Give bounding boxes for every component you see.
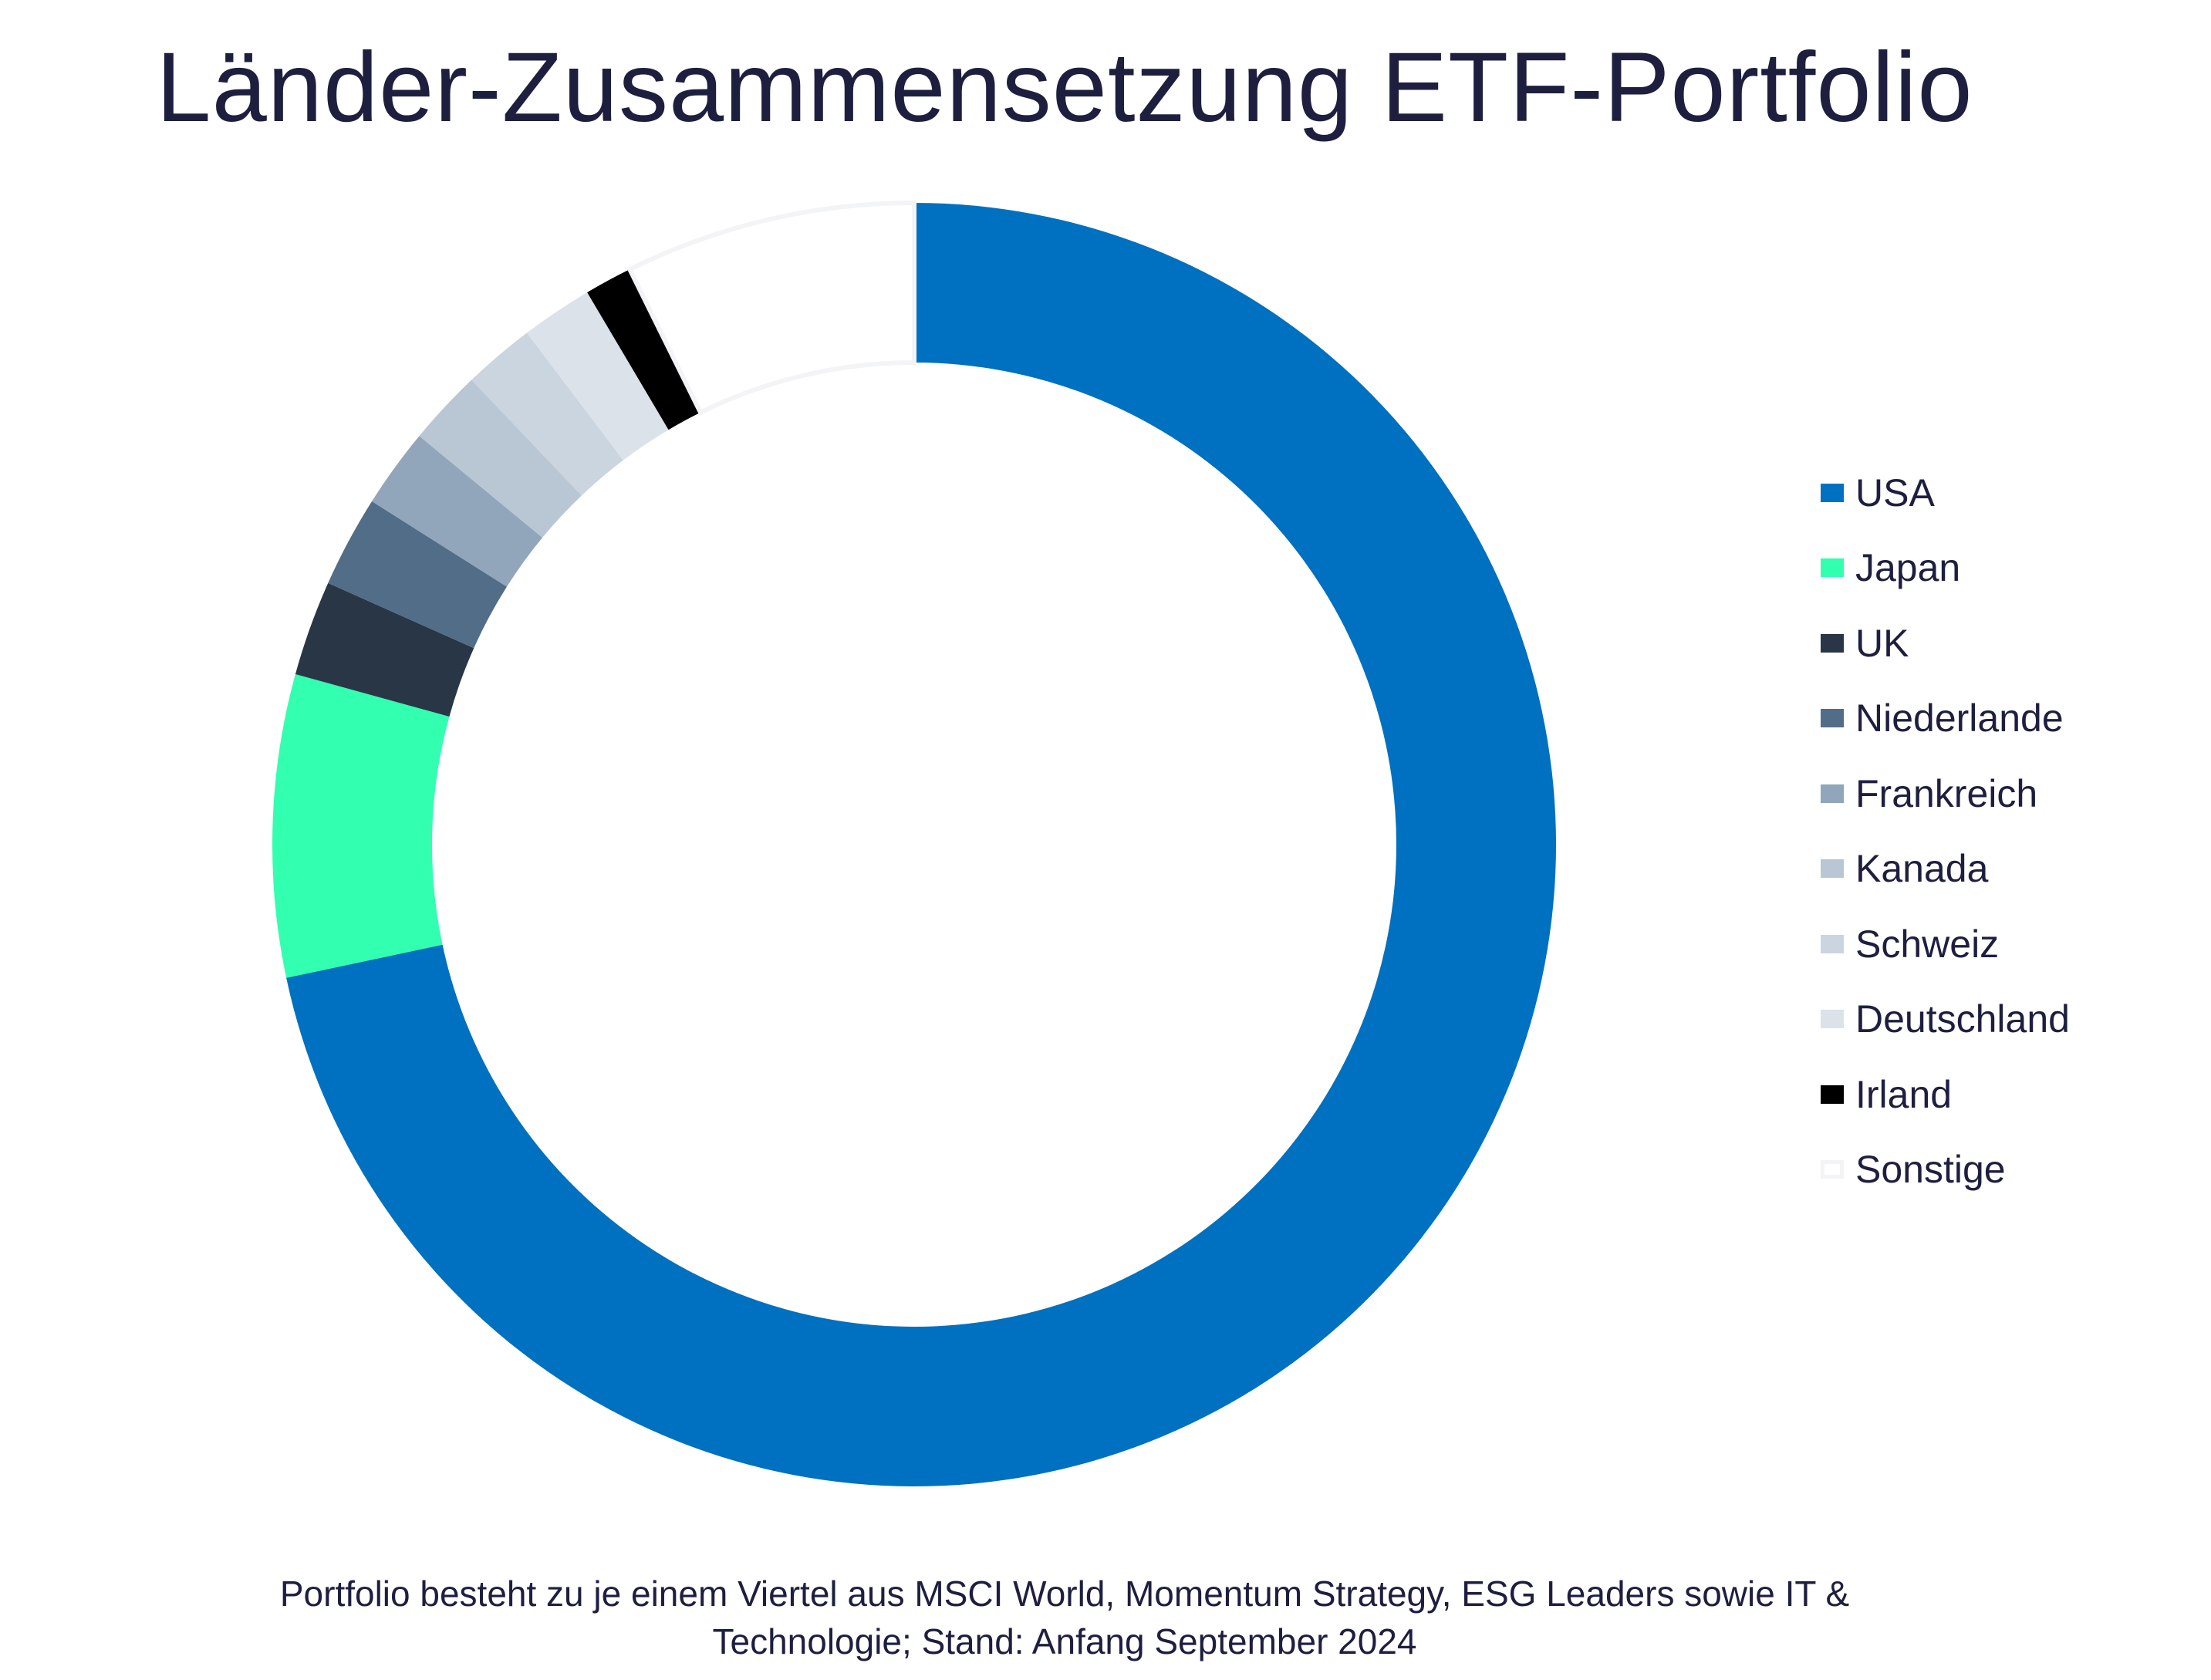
legend-label: Deutschland bbox=[1855, 997, 2070, 1041]
legend-label: Japan bbox=[1855, 546, 1961, 590]
legend-swatch bbox=[1821, 633, 1844, 653]
legend-swatch bbox=[1821, 784, 1844, 803]
legend-label: Frankreich bbox=[1855, 771, 2038, 815]
donut-slice-kanada bbox=[419, 380, 582, 538]
legend-item-schweiz: Schweiz bbox=[1821, 906, 2070, 982]
legend-item-usa: USA bbox=[1821, 455, 2070, 531]
legend: USA Japan UK Niederlande Frankreich Kanada Sch… bbox=[1821, 455, 2070, 1207]
legend-swatch bbox=[1821, 1010, 1844, 1029]
legend-item-kanada: Kanada bbox=[1821, 832, 2070, 907]
donut-slice-sonstige bbox=[626, 200, 916, 416]
legend-swatch bbox=[1821, 483, 1844, 502]
legend-swatch bbox=[1821, 1085, 1844, 1104]
legend-item-niederlande: Niederlande bbox=[1821, 681, 2070, 757]
legend-swatch bbox=[1821, 934, 1844, 953]
legend-label: Sonstige bbox=[1855, 1148, 2006, 1192]
donut-slice-japan bbox=[272, 673, 450, 978]
donut-slice-niederlande bbox=[328, 501, 507, 649]
footnote-line-2: Technologie; Stand: Anfang September 202… bbox=[712, 1621, 1417, 1661]
donut-slice-uk bbox=[295, 582, 474, 717]
legend-swatch bbox=[1821, 709, 1844, 728]
legend-item-irland: Irland bbox=[1821, 1057, 2070, 1132]
legend-swatch bbox=[1821, 1160, 1844, 1179]
legend-label: Schweiz bbox=[1855, 922, 2000, 966]
legend-item-deutschland: Deutschland bbox=[1821, 982, 2070, 1058]
legend-item-japan: Japan bbox=[1821, 531, 2070, 606]
legend-item-frankreich: Frankreich bbox=[1821, 756, 2070, 832]
footnote-line-1: Portfolio besteht zu je einem Viertel au… bbox=[279, 1574, 1850, 1614]
legend-label: Niederlande bbox=[1855, 697, 2064, 740]
chart-title: Länder-Zusammensetzung ETF-Portfolio bbox=[156, 32, 1973, 143]
donut-slice-schweiz bbox=[471, 332, 623, 496]
donut-slice-deutschland bbox=[526, 292, 669, 460]
legend-item-uk: UK bbox=[1821, 606, 2070, 681]
footnote: Portfolio besteht zu je einem Viertel au… bbox=[0, 1570, 2129, 1665]
legend-label: USA bbox=[1855, 471, 1935, 514]
legend-swatch bbox=[1821, 859, 1844, 879]
donut-slice-irland bbox=[587, 269, 701, 430]
legend-label: UK bbox=[1855, 621, 1909, 665]
legend-label: Kanada bbox=[1855, 847, 1989, 891]
legend-item-sonstige: Sonstige bbox=[1821, 1132, 2070, 1208]
donut-slice-frankreich bbox=[372, 436, 543, 587]
legend-label: Irland bbox=[1855, 1072, 1953, 1116]
legend-swatch bbox=[1821, 558, 1844, 578]
